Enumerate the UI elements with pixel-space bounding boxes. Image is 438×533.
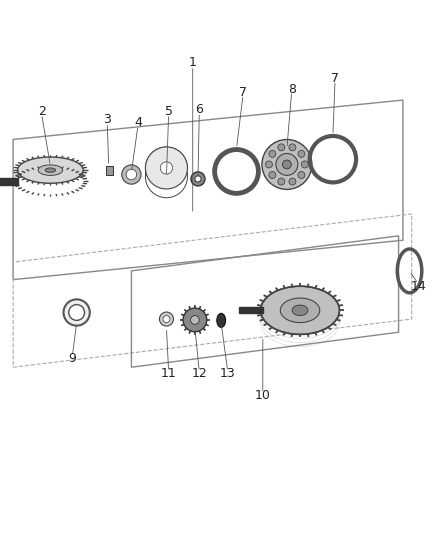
Ellipse shape xyxy=(191,172,205,186)
Ellipse shape xyxy=(292,305,308,316)
Polygon shape xyxy=(145,147,187,177)
Text: 7: 7 xyxy=(239,86,247,99)
Ellipse shape xyxy=(122,165,141,184)
Ellipse shape xyxy=(289,144,296,151)
Text: 2: 2 xyxy=(38,104,46,117)
Ellipse shape xyxy=(163,316,170,322)
Ellipse shape xyxy=(269,172,276,179)
Ellipse shape xyxy=(126,169,137,180)
Ellipse shape xyxy=(280,298,320,322)
Ellipse shape xyxy=(283,160,291,169)
Ellipse shape xyxy=(159,312,173,326)
Ellipse shape xyxy=(298,150,305,157)
Text: 1: 1 xyxy=(189,56,197,69)
Ellipse shape xyxy=(278,144,285,151)
Ellipse shape xyxy=(183,308,207,332)
Ellipse shape xyxy=(298,172,305,179)
Ellipse shape xyxy=(276,154,298,175)
Ellipse shape xyxy=(160,162,173,174)
Ellipse shape xyxy=(269,150,276,157)
Text: 10: 10 xyxy=(255,389,271,402)
Text: 6: 6 xyxy=(195,103,203,116)
Text: 11: 11 xyxy=(161,367,177,381)
Ellipse shape xyxy=(38,165,63,175)
Ellipse shape xyxy=(18,157,83,183)
Ellipse shape xyxy=(278,178,285,185)
Polygon shape xyxy=(239,307,263,313)
Ellipse shape xyxy=(261,286,339,334)
Ellipse shape xyxy=(217,313,226,327)
Text: 7: 7 xyxy=(331,71,339,85)
Ellipse shape xyxy=(191,316,199,324)
Ellipse shape xyxy=(195,176,201,182)
Text: 5: 5 xyxy=(165,104,173,117)
Bar xyxy=(106,166,113,175)
Text: 8: 8 xyxy=(288,83,296,95)
Ellipse shape xyxy=(64,300,90,326)
Ellipse shape xyxy=(45,168,56,172)
Ellipse shape xyxy=(69,304,85,320)
Ellipse shape xyxy=(265,161,272,168)
Text: 12: 12 xyxy=(191,367,207,381)
Ellipse shape xyxy=(289,178,296,185)
Text: 4: 4 xyxy=(134,116,142,130)
Ellipse shape xyxy=(145,147,187,189)
Ellipse shape xyxy=(262,140,312,189)
Polygon shape xyxy=(0,177,18,184)
Text: 9: 9 xyxy=(68,352,76,365)
Text: 14: 14 xyxy=(410,280,426,293)
Text: 13: 13 xyxy=(220,367,236,381)
Text: 3: 3 xyxy=(103,114,111,126)
Polygon shape xyxy=(18,157,83,181)
Ellipse shape xyxy=(301,161,308,168)
